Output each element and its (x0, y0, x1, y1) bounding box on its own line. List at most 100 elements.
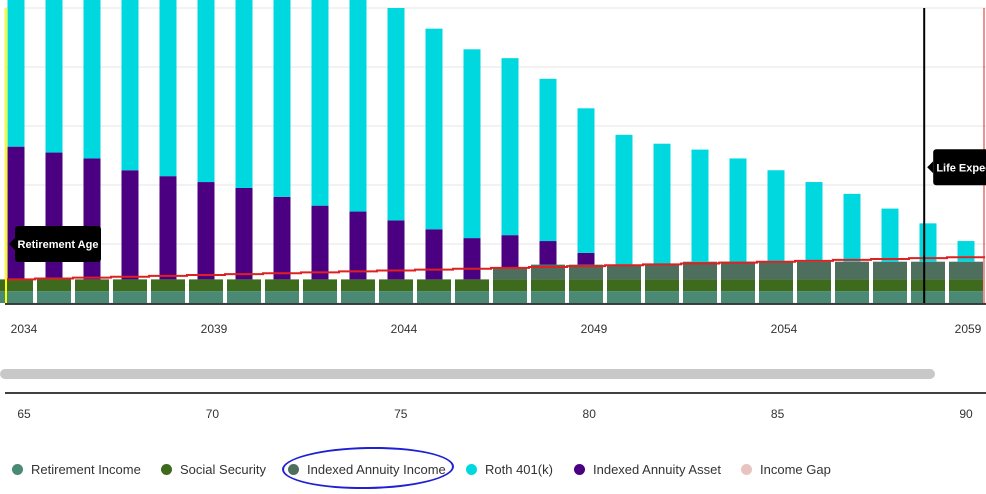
legend-dot-icon (466, 463, 477, 475)
income-need-path (5, 256, 985, 281)
bar-retirement-income (531, 291, 565, 303)
bar-indexed-annuity-income (797, 261, 831, 280)
bar-social-security (949, 279, 983, 292)
bar-social-security (151, 279, 185, 292)
bar-social-security (341, 279, 375, 292)
bar-social-security (683, 279, 717, 292)
bar-social-security (911, 279, 945, 292)
bar-retirement-income (569, 291, 603, 303)
bar-roth-401-k- (615, 134, 633, 265)
year-tick-label: 2054 (771, 322, 798, 336)
bar-social-security (379, 279, 413, 292)
bar-indexed-annuity-asset (349, 211, 367, 280)
age-tick-label: 70 (206, 407, 220, 421)
bar-social-security (873, 279, 907, 292)
bar-roth-401-k- (805, 182, 823, 262)
year-tick-label: 2049 (581, 322, 608, 336)
bar-social-security (303, 279, 337, 292)
bar-social-security (569, 279, 603, 292)
legend-dot-icon (741, 463, 752, 475)
bar-roth-401-k- (349, 0, 367, 212)
bar-social-security (645, 279, 679, 292)
legend-item-indexed-annuity-asset[interactable]: Indexed Annuity Asset (574, 452, 721, 486)
legend-dot-icon (288, 463, 299, 475)
bar-social-security (455, 279, 489, 292)
bar-roth-401-k- (463, 49, 481, 239)
bar-indexed-annuity-asset (539, 241, 557, 265)
bar-roth-401-k- (235, 0, 253, 188)
age-axis: 65 70 75 80 85 90 (5, 392, 986, 421)
bar-roth-401-k- (311, 0, 329, 206)
year-tick-label: 2044 (391, 322, 418, 336)
year-tick-label: 2039 (201, 322, 228, 336)
scrollbar-thumb[interactable] (0, 369, 935, 379)
bar-indexed-annuity-asset (311, 205, 329, 280)
age-tick-label: 65 (17, 407, 31, 421)
bar-retirement-income (37, 291, 71, 303)
bar-indexed-annuity-asset (197, 182, 215, 280)
bar-indexed-annuity-income (721, 261, 755, 280)
bar-social-security (531, 279, 565, 292)
bar-retirement-income (493, 291, 527, 303)
bar-roth-401-k- (159, 0, 177, 177)
bar-indexed-annuity-asset (463, 238, 481, 280)
legend-item-retirement-income[interactable]: Retirement Income (12, 452, 141, 486)
tooltip-label: Life Expectancy (936, 162, 986, 174)
bar-retirement-income (911, 291, 945, 303)
bar-social-security (37, 279, 71, 292)
bar-social-security (189, 279, 223, 292)
bar-indexed-annuity-income (531, 264, 565, 280)
age-tick-label: 85 (771, 407, 785, 421)
bar-social-security (759, 279, 793, 292)
age-tick-label: 80 (583, 407, 597, 421)
bar-indexed-annuity-income (493, 267, 527, 280)
bar-roth-401-k- (539, 78, 557, 242)
bar-retirement-income (303, 291, 337, 303)
legend-item-social-security[interactable]: Social Security (161, 452, 266, 486)
age-tick-label: 75 (394, 407, 408, 421)
bar-roth-401-k- (83, 0, 101, 159)
bar-indexed-annuity-asset (425, 229, 443, 280)
bar-roth-401-k- (957, 241, 975, 262)
gridlines (4, 7, 986, 304)
bar-social-security (493, 279, 527, 292)
bar-roth-401-k- (653, 143, 671, 265)
bar-roth-401-k- (45, 0, 63, 153)
bar-retirement-income (759, 291, 793, 303)
bars (0, 0, 983, 303)
bar-indexed-annuity-asset (121, 170, 139, 280)
tooltip-box (15, 226, 101, 262)
legend-item-income-gap[interactable]: Income Gap (741, 452, 831, 486)
bar-retirement-income (341, 291, 375, 303)
bar-social-security (0, 279, 33, 292)
bar-retirement-income (265, 291, 299, 303)
markers: Retirement Age Life Expectancy (5, 8, 986, 303)
bar-indexed-annuity-asset (387, 220, 405, 280)
legend-dot-icon (161, 463, 172, 475)
bar-roth-401-k- (843, 193, 861, 262)
bar-indexed-annuity-income (645, 264, 679, 280)
legend-item-roth-401k[interactable]: Roth 401(k) (466, 452, 553, 486)
legend-item-indexed-annuity-income[interactable]: Indexed Annuity Income (288, 452, 446, 486)
bar-retirement-income (417, 291, 451, 303)
bar-roth-401-k- (197, 0, 215, 183)
bar-social-security (113, 279, 147, 292)
bar-roth-401-k- (387, 8, 405, 221)
bar-retirement-income (721, 291, 755, 303)
bar-roth-401-k- (425, 28, 443, 230)
bar-social-security (75, 279, 109, 292)
bar-roth-401-k- (501, 58, 519, 236)
bar-indexed-annuity-income (949, 261, 983, 280)
bar-roth-401-k- (273, 0, 291, 197)
age-tick-label: 90 (959, 407, 973, 421)
legend-label: Indexed Annuity Income (307, 461, 446, 477)
horizontal-scrollbar[interactable] (0, 369, 986, 379)
tooltip-arrow (9, 238, 15, 250)
year-axis: 2034 2039 2044 2049 2054 2059 (5, 303, 986, 336)
tooltip-arrow (927, 161, 934, 174)
bar-indexed-annuity-asset (501, 235, 519, 268)
bar-indexed-annuity-income (835, 261, 869, 280)
bar-indexed-annuity-asset (273, 196, 291, 280)
bar-social-security (265, 279, 299, 292)
